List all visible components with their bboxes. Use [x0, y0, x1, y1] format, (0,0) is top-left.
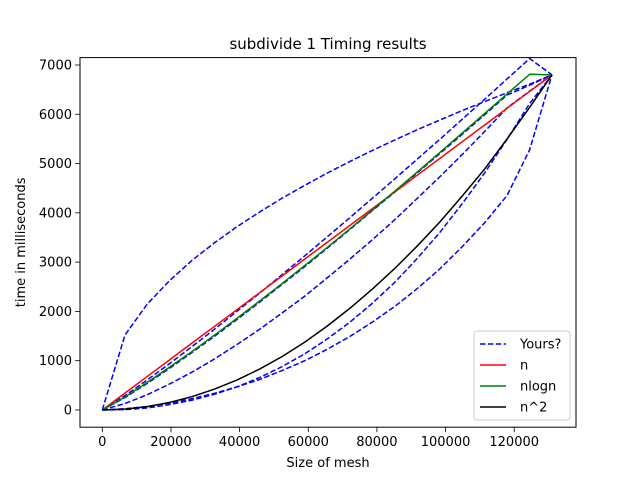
x-tick-label: 80000: [356, 435, 397, 450]
x-tick-label: 60000: [288, 435, 329, 450]
y-tick-label: 7000: [39, 58, 72, 73]
series-line-yours-: [101, 74, 553, 411]
series-layer: [101, 57, 553, 411]
series-line-n: [101, 74, 553, 411]
y-tick-label: 1000: [39, 354, 72, 369]
series-line-nlogn: [101, 73, 552, 411]
legend-frame: [473, 330, 571, 421]
x-tick-label: 20000: [150, 435, 191, 450]
y-tick-label: 0: [64, 403, 72, 418]
series-line-yours-5: [102, 74, 553, 411]
y-tick-label: 5000: [39, 157, 72, 172]
legend-label: Yours?: [519, 338, 561, 353]
series-line-yours-4: [102, 74, 553, 411]
x-tick-label: 120000: [489, 435, 539, 450]
legend-items: Yours? n nlogn n^2: [480, 338, 561, 416]
y-axis: 0 1000 2000 3000 4000 5000 6000 7000: [39, 58, 80, 418]
x-axis: 0 20000 40000 60000 80000 100000 120000: [98, 427, 539, 450]
y-tick-label: 2000: [39, 305, 72, 320]
y-tick-label: 3000: [39, 256, 72, 271]
x-tick-label: 0: [98, 435, 106, 450]
x-tick-label: 40000: [219, 435, 260, 450]
legend-label: n^2: [520, 401, 547, 416]
plot-frame: [79, 57, 577, 428]
y-axis-label: time in milliseconds: [14, 177, 29, 307]
series-line-yours-1: [101, 57, 553, 411]
y-tick-label: 4000: [39, 206, 72, 221]
x-tick-label: 100000: [421, 435, 471, 450]
legend-label: nlogn: [520, 380, 556, 395]
chart-title: subdivide 1 Timing results: [229, 35, 426, 53]
x-axis-label: Size of mesh: [286, 456, 369, 471]
y-tick-label: 6000: [39, 108, 72, 123]
legend-label: n: [520, 359, 528, 374]
legend: Yours? n nlogn n^2: [473, 330, 571, 421]
series-line-yours-3: [102, 74, 553, 411]
series-line-n-2: [102, 74, 553, 411]
